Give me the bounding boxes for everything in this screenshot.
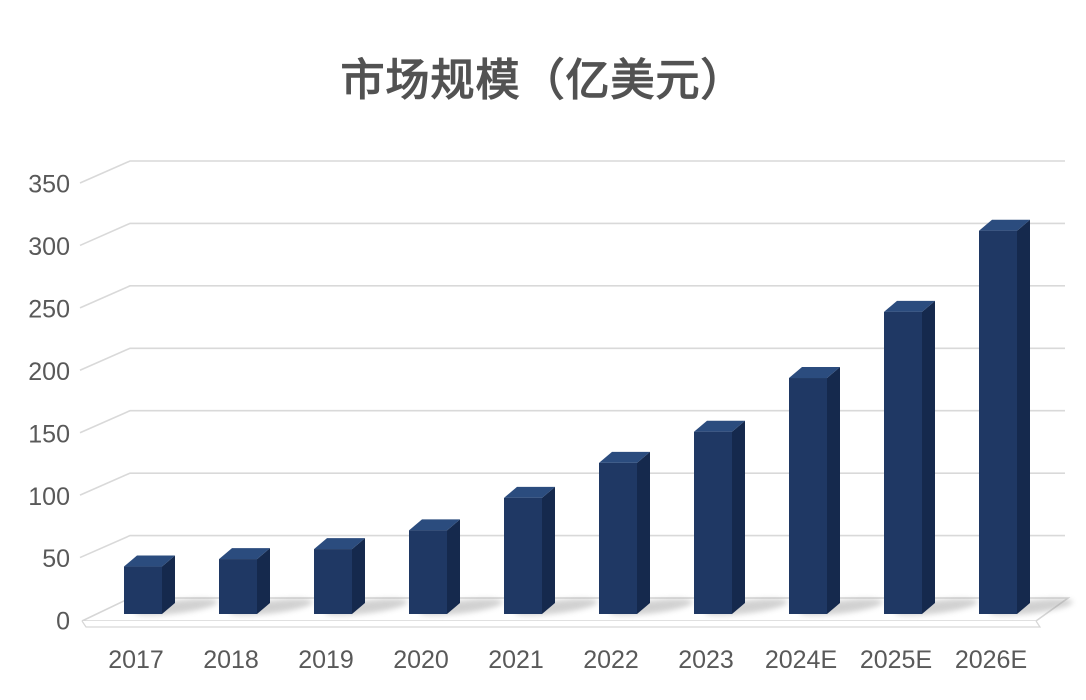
bar-front-face <box>409 530 447 614</box>
bar-top-face <box>314 538 365 550</box>
x-axis-label-2019: 2019 <box>298 646 354 674</box>
bar-front-face <box>219 559 257 614</box>
bar-front-face <box>884 311 922 614</box>
bar-front-face <box>979 230 1017 614</box>
bar-top-face <box>409 519 460 531</box>
bar-top-face <box>504 486 555 498</box>
y-tick-label-150: 150 <box>28 420 70 448</box>
bar-side-face <box>162 555 175 614</box>
bar-2018 <box>219 548 270 614</box>
gridline-350 <box>79 160 1065 184</box>
bar-side-face <box>827 367 840 614</box>
bar-2022 <box>599 451 650 614</box>
bar-2024E <box>789 367 840 614</box>
gridline-300 <box>79 222 1065 247</box>
x-axis-label-2023: 2023 <box>678 646 734 674</box>
y-tick-label-200: 200 <box>28 358 70 386</box>
x-axis-label-2018: 2018 <box>203 646 259 674</box>
x-axis-label-2021: 2021 <box>488 646 544 674</box>
x-axis-label-2025E: 2025E <box>860 646 932 674</box>
chart-title: 市场规模（亿美元） <box>340 56 746 105</box>
x-axis-label-2022: 2022 <box>583 646 639 674</box>
y-tick-label-350: 350 <box>28 171 70 199</box>
bar-front-face <box>599 462 637 614</box>
x-axis-label-2024E: 2024E <box>765 646 837 674</box>
chart-floor-edge <box>81 620 1042 628</box>
y-tick-label-0: 0 <box>56 608 70 636</box>
bar-2021 <box>504 486 555 614</box>
bar-2023 <box>694 420 745 614</box>
bar-side-face <box>922 300 935 614</box>
gridline-50 <box>79 534 1065 559</box>
bar-front-face <box>124 566 162 614</box>
gridline-200 <box>79 347 1065 372</box>
bar-2025E <box>884 300 935 614</box>
gridline-100 <box>79 472 1065 496</box>
bar-side-face <box>1017 219 1030 614</box>
bar-side-face <box>257 548 270 614</box>
x-axis-label-2026E: 2026E <box>955 646 1027 674</box>
bar-front-face <box>314 549 352 614</box>
bar-top-face <box>884 300 935 312</box>
bar-front-face <box>789 378 827 614</box>
bar-top-face <box>789 367 840 379</box>
y-tick-label-300: 300 <box>28 233 70 261</box>
bar-2020 <box>409 519 460 614</box>
bar-side-face <box>542 486 555 614</box>
bar-2017 <box>124 555 175 614</box>
bar-side-face <box>352 538 365 614</box>
bar-2019 <box>314 538 365 614</box>
bar-top-face <box>979 219 1030 231</box>
gridline-250 <box>79 285 1065 309</box>
gridline-150 <box>79 409 1065 434</box>
bar-top-face <box>124 555 175 567</box>
x-axis-label-2017: 2017 <box>108 646 164 674</box>
bar-side-face <box>637 451 650 614</box>
y-tick-label-100: 100 <box>28 483 70 511</box>
y-tick-label-250: 250 <box>28 295 70 323</box>
bar-2026E <box>979 219 1030 614</box>
bar-front-face <box>694 431 732 614</box>
bar-side-face <box>732 420 745 614</box>
bar-top-face <box>599 451 650 463</box>
bar-top-face <box>219 548 270 560</box>
bar-top-face <box>694 420 745 432</box>
bar-side-face <box>447 519 460 614</box>
y-tick-label-50: 50 <box>42 545 70 573</box>
x-axis-label-2020: 2020 <box>393 646 449 674</box>
bar-front-face <box>504 497 542 614</box>
